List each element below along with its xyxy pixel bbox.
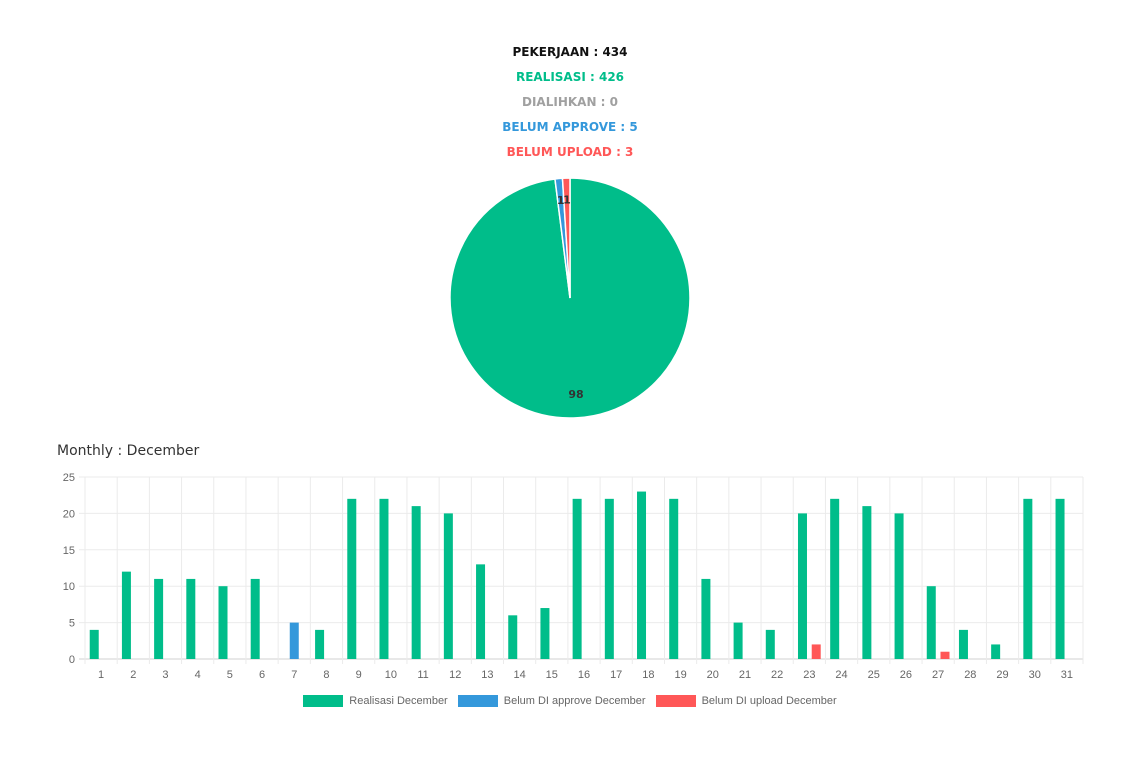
bar[interactable] xyxy=(540,608,550,659)
bar[interactable] xyxy=(797,513,807,659)
pie-chart: 98 11 xyxy=(449,177,691,419)
x-tick-label: 30 xyxy=(1029,669,1041,681)
bar[interactable] xyxy=(347,498,357,659)
x-tick-label: 21 xyxy=(739,669,751,681)
stat-belum-approve: BELUM APPROVE : 5 xyxy=(502,120,638,134)
x-tick-label: 19 xyxy=(674,669,686,681)
x-tick-label: 3 xyxy=(162,669,168,681)
x-tick-label: 5 xyxy=(227,669,233,681)
legend-label-realisasi: Realisasi December xyxy=(349,695,448,707)
x-tick-label: 13 xyxy=(481,669,493,681)
pie-slice[interactable] xyxy=(561,177,571,299)
legend-swatch-approve xyxy=(457,695,498,707)
bar[interactable] xyxy=(186,578,196,659)
bar[interactable] xyxy=(894,513,904,659)
bar[interactable] xyxy=(637,491,647,659)
bar[interactable] xyxy=(411,506,421,659)
y-tick-label: 25 xyxy=(63,472,75,484)
stat-realisasi: REALISASI : 426 xyxy=(515,70,625,84)
bar[interactable] xyxy=(443,513,453,659)
x-tick-label: 17 xyxy=(610,669,622,681)
legend-swatch-realisasi xyxy=(303,695,344,707)
x-tick-label: 29 xyxy=(996,669,1008,681)
bar[interactable] xyxy=(1023,498,1033,659)
bar[interactable] xyxy=(958,629,968,659)
bar[interactable] xyxy=(508,615,518,659)
pie-slice-label: 98 xyxy=(568,388,583,401)
pie-slice-label: 1 xyxy=(557,194,565,207)
x-tick-label: 18 xyxy=(642,669,654,681)
x-tick-label: 10 xyxy=(385,669,397,681)
summary-stats: PEKERJAAN : 434 REALISASI : 426 DIALIHKA… xyxy=(0,40,1140,165)
x-tick-label: 31 xyxy=(1061,669,1073,681)
x-tick-label: 15 xyxy=(546,669,558,681)
y-tick-label: 5 xyxy=(69,618,75,630)
x-tick-label: 27 xyxy=(932,669,944,681)
legend-label-upload: Belum DI upload December xyxy=(701,695,837,707)
x-tick-label: 14 xyxy=(513,669,525,681)
bar[interactable] xyxy=(669,498,679,659)
bar[interactable] xyxy=(315,629,325,659)
x-tick-label: 25 xyxy=(868,669,880,681)
bar[interactable] xyxy=(218,586,228,659)
y-tick-label: 15 xyxy=(63,545,75,557)
monthly-title: Monthly : December xyxy=(57,443,200,459)
stat-belum-upload: BELUM UPLOAD : 3 xyxy=(506,145,634,159)
y-tick-label: 10 xyxy=(63,581,75,593)
x-tick-label: 7 xyxy=(291,669,297,681)
legend-label-approve: Belum DI approve December xyxy=(503,695,646,707)
legend-swatch-upload xyxy=(655,695,696,707)
bar[interactable] xyxy=(572,498,582,659)
stat-pekerjaan: PEKERJAAN : 434 xyxy=(512,45,628,59)
bar[interactable] xyxy=(733,622,743,659)
stat-dialihkan: DIALIHKAN : 0 xyxy=(522,95,618,109)
bar[interactable] xyxy=(250,578,260,659)
x-tick-label: 9 xyxy=(356,669,362,681)
bar[interactable] xyxy=(940,651,950,659)
x-tick-label: 22 xyxy=(771,669,783,681)
bar[interactable] xyxy=(926,586,936,659)
x-tick-label: 8 xyxy=(323,669,329,681)
legend-item-upload[interactable]: Belum DI upload December xyxy=(655,695,837,707)
bar[interactable] xyxy=(154,578,164,659)
bar[interactable] xyxy=(765,629,775,659)
bar[interactable] xyxy=(604,498,614,659)
bar[interactable] xyxy=(89,629,99,659)
bar[interactable] xyxy=(289,622,299,659)
x-tick-label: 26 xyxy=(900,669,912,681)
x-tick-label: 20 xyxy=(707,669,719,681)
x-tick-label: 6 xyxy=(259,669,265,681)
bar[interactable] xyxy=(701,578,711,659)
x-tick-label: 16 xyxy=(578,669,590,681)
x-tick-label: 28 xyxy=(964,669,976,681)
bar[interactable] xyxy=(811,644,821,659)
pie-slice-label: 1 xyxy=(563,194,571,207)
legend-item-approve[interactable]: Belum DI approve December xyxy=(457,695,646,707)
bar[interactable] xyxy=(1055,498,1065,659)
bar[interactable] xyxy=(991,644,1001,659)
x-tick-label: 12 xyxy=(449,669,461,681)
bar[interactable] xyxy=(121,571,131,659)
bar[interactable] xyxy=(379,498,389,659)
chart-legend: Realisasi December Belum DI approve Dece… xyxy=(0,695,1140,707)
x-tick-label: 1 xyxy=(98,669,104,681)
x-tick-label: 11 xyxy=(417,669,428,681)
legend-item-realisasi[interactable]: Realisasi December xyxy=(303,695,448,707)
bar[interactable] xyxy=(830,498,840,659)
x-tick-label: 24 xyxy=(835,669,847,681)
bar[interactable] xyxy=(476,564,486,659)
x-tick-label: 2 xyxy=(130,669,136,681)
x-tick-label: 4 xyxy=(195,669,201,681)
y-tick-label: 20 xyxy=(63,508,75,520)
bar[interactable] xyxy=(862,506,872,659)
x-tick-label: 23 xyxy=(803,669,815,681)
y-tick-label: 0 xyxy=(69,654,75,666)
